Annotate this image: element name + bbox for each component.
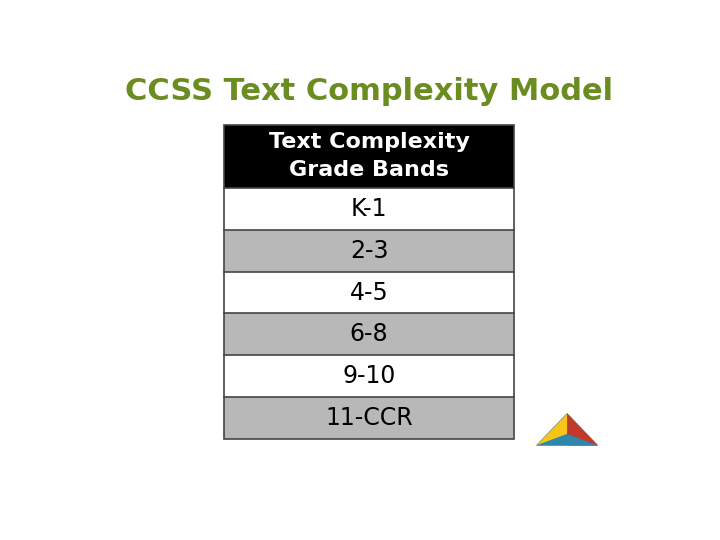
Text: 6-8: 6-8 [350, 322, 388, 346]
Bar [224, 125, 514, 188]
Text: K-1: K-1 [351, 197, 387, 221]
Polygon shape [567, 413, 598, 446]
Text: 9-10: 9-10 [342, 364, 396, 388]
Polygon shape [536, 434, 598, 446]
Bar [224, 125, 514, 439]
Text: Text Complexity
Grade Bands: Text Complexity Grade Bands [269, 132, 469, 180]
Bar [224, 313, 514, 355]
Text: 2-3: 2-3 [350, 239, 388, 262]
Text: 11-CCR: 11-CCR [325, 406, 413, 430]
Text: 4-5: 4-5 [350, 280, 388, 305]
Bar [224, 272, 514, 313]
Bar [224, 355, 514, 397]
Text: CCSS Text Complexity Model: CCSS Text Complexity Model [125, 77, 613, 106]
Polygon shape [536, 413, 598, 446]
Bar [224, 230, 514, 272]
Bar [224, 397, 514, 439]
Bar [224, 188, 514, 230]
